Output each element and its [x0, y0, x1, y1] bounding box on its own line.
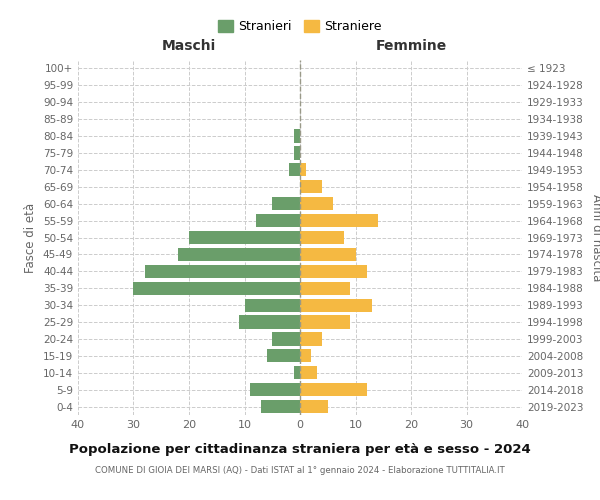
Bar [300, 231, 344, 244]
Bar [300, 366, 317, 380]
Bar [300, 197, 334, 210]
Bar [300, 248, 355, 261]
Legend: Stranieri, Straniere: Stranieri, Straniere [215, 16, 386, 37]
Bar [145, 264, 300, 278]
Bar [300, 400, 328, 413]
Bar [295, 146, 300, 160]
Bar [272, 332, 300, 345]
Bar [300, 332, 322, 345]
Bar [300, 164, 305, 176]
Bar [266, 349, 300, 362]
Bar [300, 349, 311, 362]
Bar [300, 180, 322, 194]
Text: Popolazione per cittadinanza straniera per età e sesso - 2024: Popolazione per cittadinanza straniera p… [69, 442, 531, 456]
Bar [300, 214, 378, 227]
Bar [133, 282, 300, 295]
Bar [261, 400, 300, 413]
Bar [289, 164, 300, 176]
Bar [300, 282, 350, 295]
Bar [295, 366, 300, 380]
Bar [295, 130, 300, 142]
Text: Maschi: Maschi [162, 39, 216, 53]
Y-axis label: Fasce di età: Fasce di età [25, 202, 37, 272]
Text: COMUNE DI GIOIA DEI MARSI (AQ) - Dati ISTAT al 1° gennaio 2024 - Elaborazione TU: COMUNE DI GIOIA DEI MARSI (AQ) - Dati IS… [95, 466, 505, 475]
Bar [300, 264, 367, 278]
Bar [189, 231, 300, 244]
Bar [256, 214, 300, 227]
Bar [250, 383, 300, 396]
Bar [300, 298, 372, 312]
Bar [272, 197, 300, 210]
Bar [245, 298, 300, 312]
Bar [300, 316, 350, 328]
Text: Femmine: Femmine [376, 39, 446, 53]
Y-axis label: Anni di nascita: Anni di nascita [590, 194, 600, 281]
Bar [300, 383, 367, 396]
Bar [239, 316, 300, 328]
Bar [178, 248, 300, 261]
